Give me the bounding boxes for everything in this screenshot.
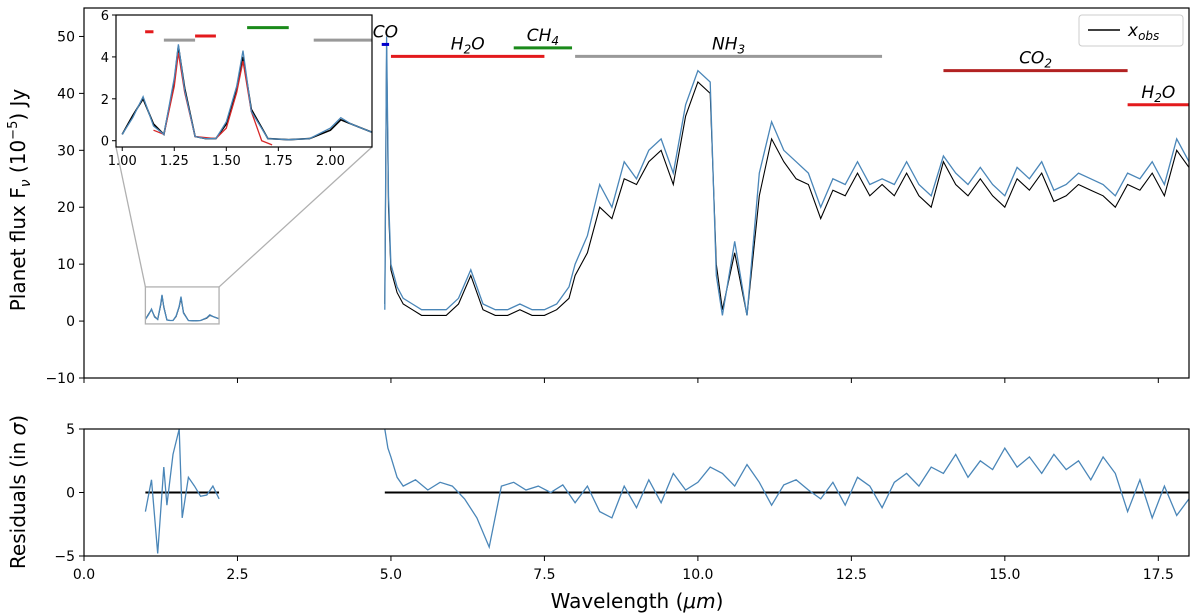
legend: xobs [1078, 14, 1184, 47]
top-series-group [144, 36, 1190, 322]
series-line-model [144, 36, 1190, 322]
inset-zoom-connectors [115, 146, 373, 325]
bottom-y-tick-label: 0 [66, 486, 75, 502]
zoom-region-box [144, 286, 220, 325]
bottom-y-ticks: −5 0 5 [54, 422, 84, 565]
bottom-x-tick-label: 15.0 [989, 567, 1020, 583]
top-y-tick-label: 40 [57, 86, 75, 102]
inset-x-ticks: 1.00 1.25 1.50 1.75 2.00 [108, 147, 345, 169]
top-axes-frame [83, 7, 1190, 379]
inset-bands-group [145, 26, 372, 42]
inset-background [116, 15, 372, 147]
top-y-tick-label: 0 [66, 314, 75, 330]
zoom-connector-right [218, 146, 373, 288]
legend-box [1078, 14, 1184, 47]
zoom-connector-left [115, 146, 147, 288]
top-y-axis-label: Planet flux Fν (10−5) Jy [6, 89, 34, 312]
top-y-tick-label: 50 [57, 29, 75, 45]
inset-series-model [121, 44, 373, 141]
inset-x-tick-label: 1.75 [264, 154, 293, 169]
bottom-x-tick-label: 12.5 [836, 567, 867, 583]
top-y-tick-label: 20 [57, 200, 75, 216]
bottom-x-tick-label: 0.0 [73, 567, 95, 583]
top-y-tick-label: −10 [45, 371, 75, 387]
bottom-x-tick-label: 10.0 [682, 567, 713, 583]
bottom-y-tick-label: −5 [54, 549, 75, 565]
bottom-x-ticks: 0.0 2.5 5.0 7.5 10.0 12.5 15.0 17.5 [73, 556, 1174, 583]
bottom-x-tick-label: 17.5 [1143, 567, 1174, 583]
inset-plot: 1.00 1.25 1.50 1.75 2.00 0 2 4 6 [101, 9, 373, 169]
molecule-label-4: CO2 [1019, 49, 1052, 71]
molecule-label-3: NH3 [712, 34, 745, 56]
inset-y-tick-label: 0 [101, 135, 109, 150]
bottom-y-axis-label: Residuals (in σ) [6, 415, 30, 569]
inset-y-tick-label: 4 [101, 51, 109, 66]
bottom-x-tick-label: 7.5 [533, 567, 555, 583]
top-x-ticks [83, 378, 1159, 383]
inset-y-ticks: 0 2 4 6 [101, 9, 116, 150]
molecule-label-1: H2O [451, 34, 485, 56]
series-line-residuals [144, 428, 1190, 554]
x-axis-label: Wavelength (μm) [551, 589, 724, 613]
bottom-panel: −5 0 5 0.0 2.5 5.0 7.5 10.0 12.5 15.0 17.5 Residu… [6, 415, 1190, 613]
bottom-series-group [144, 428, 1190, 554]
inset-x-tick-label: 2.00 [316, 154, 345, 169]
legend-label-observed: xobs [1127, 21, 1159, 43]
bottom-y-tick-label: 5 [66, 422, 75, 438]
molecule-bands-group: CO H2O CH4 NH3 CO2 H2O [373, 22, 1189, 107]
inset-series-group [121, 44, 373, 146]
top-y-tick-label: 30 [57, 143, 75, 159]
molecule-label-0: CO [373, 22, 398, 42]
molecule-label-5: H2O [1141, 83, 1175, 105]
top-y-ticks: −10 0 10 20 30 40 50 [45, 29, 84, 387]
top-y-tick-label: 10 [57, 257, 75, 273]
bottom-x-tick-label: 5.0 [380, 567, 402, 583]
bottom-x-tick-label: 2.5 [226, 567, 248, 583]
inset-x-tick-label: 1.25 [160, 154, 189, 169]
inset-x-tick-label: 1.00 [108, 154, 137, 169]
molecule-label-2: CH4 [527, 26, 559, 48]
inset-y-tick-label: 2 [101, 93, 109, 108]
inset-x-tick-label: 1.50 [212, 154, 241, 169]
inset-frame [115, 14, 373, 148]
inset-y-tick-label: 6 [101, 9, 109, 24]
